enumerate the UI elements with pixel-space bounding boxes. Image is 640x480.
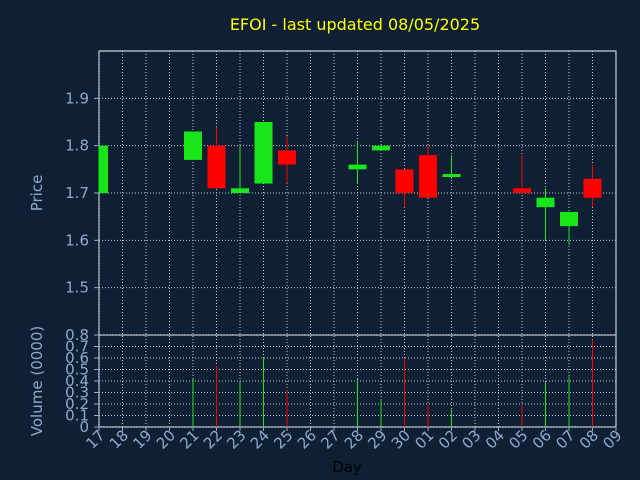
candle-body [278, 150, 296, 165]
candle-body [254, 122, 273, 184]
volume-tick-label: 0.3 [65, 384, 89, 402]
candle-body [372, 145, 390, 151]
volume-tick-label: 0.1 [65, 407, 89, 425]
candle-body [560, 211, 578, 227]
volume-bars [192, 339, 593, 427]
candle-body [395, 169, 414, 193]
volume-tick-label: 0.6 [65, 349, 89, 367]
price-tick-label: 1.5 [65, 279, 89, 297]
price-tick-label: 1.6 [65, 231, 89, 249]
volume-tick-label: 0.5 [65, 361, 89, 379]
volume-y-ticks: 00.10.20.30.40.50.60.70.8 [65, 326, 99, 436]
price-tick-label: 1.7 [65, 184, 89, 202]
x-axis-label: Day [332, 458, 362, 476]
price-axis-label: Price [28, 175, 46, 212]
candles [98, 122, 602, 246]
candle-body [513, 188, 531, 193]
volume-axis-label: Volume (0000) [28, 326, 46, 436]
volume-tick-label: 0.4 [65, 372, 89, 390]
candle-body [231, 188, 249, 193]
chart-title: EFOI - last updated 08/05/2025 [230, 15, 480, 34]
candle-body [184, 131, 202, 160]
x-ticks: 1718192021222324252627282930010203040506… [82, 426, 625, 452]
volume-tick-label: 0.7 [65, 338, 89, 356]
candle-body [348, 164, 367, 170]
price-y-ticks: 1.5 1.6 1.7 1.8 1.9 [65, 89, 99, 297]
candle-body [207, 145, 226, 189]
candle-body [442, 174, 461, 178]
price-tick-label: 1.9 [65, 89, 89, 107]
candle-body [99, 145, 108, 193]
price-tick-label: 1.8 [65, 137, 89, 155]
volume-tick-label: 0 [79, 418, 89, 436]
candle-body [419, 155, 437, 198]
volume-tick-label: 0.2 [65, 395, 89, 413]
volume-tick-label: 0.8 [65, 326, 89, 344]
candle-body [536, 197, 555, 208]
candle-body [583, 178, 602, 198]
